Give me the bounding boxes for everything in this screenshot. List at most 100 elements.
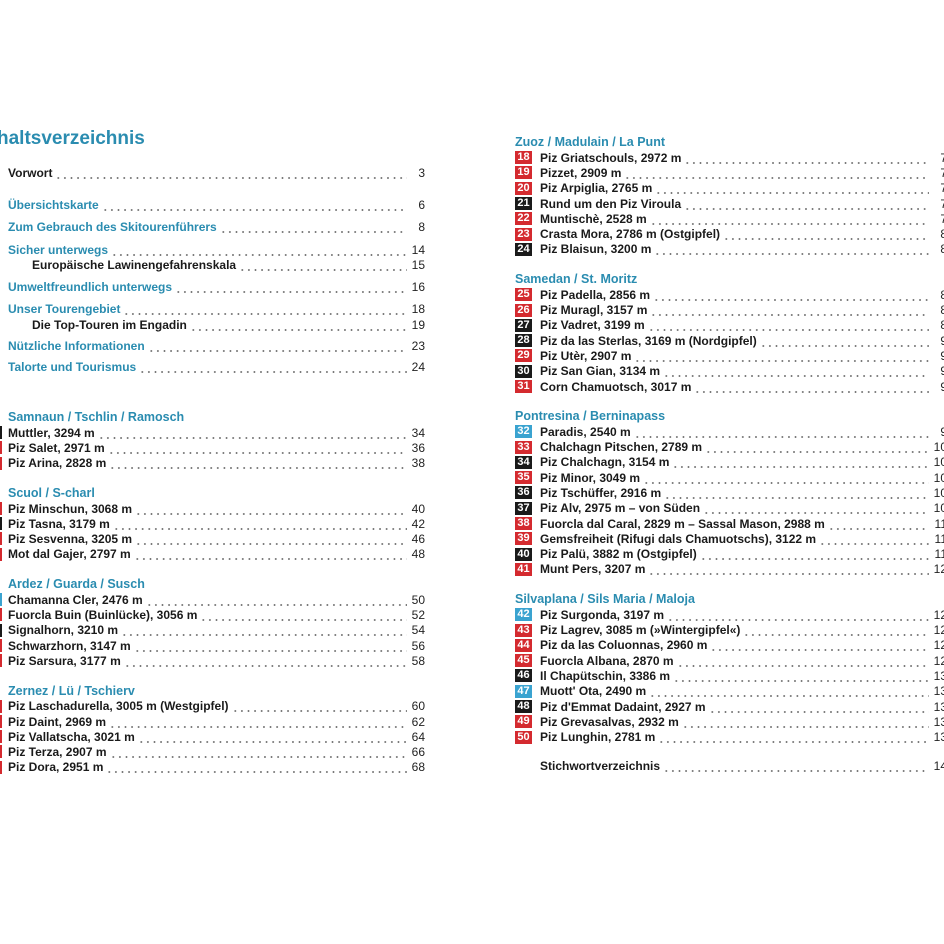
toc-entry[interactable]: Nützliche Informationen 23 xyxy=(8,338,425,353)
dot-leader xyxy=(643,471,929,484)
tour-entry[interactable]: 29 Piz Utèr, 2907 m 9 xyxy=(515,348,944,363)
tour-entry[interactable]: Piz Salet, 2971 m 36 xyxy=(0,440,425,455)
dot-leader xyxy=(699,548,929,561)
section-gap xyxy=(515,394,944,408)
tour-number-badge: 44 xyxy=(515,638,532,652)
toc-entry[interactable]: Vorwort 3 xyxy=(8,165,425,180)
tour-entry[interactable]: Piz Arina, 2828 m 38 xyxy=(0,456,425,471)
tour-entry[interactable]: Muttler, 3294 m 34 xyxy=(0,425,425,440)
tour-entry[interactable]: 37 Piz Alv, 2975 m – von Süden 10 xyxy=(515,501,944,516)
tour-entry[interactable]: Signalhorn, 3210 m 54 xyxy=(0,623,425,638)
entry-label: Muott' Ota, 2490 m xyxy=(540,684,647,699)
entry-label: Fuorcla dal Caral, 2829 m – Sassal Mason… xyxy=(540,516,825,531)
tour-entry[interactable]: Piz Sesvenna, 3205 m 46 xyxy=(0,531,425,547)
tour-entry[interactable]: 42 Piz Surgonda, 3197 m 12 xyxy=(515,607,944,622)
tour-entry[interactable]: 43 Piz Lagrev, 3085 m (»Wintergipfel«) 12 xyxy=(515,622,944,637)
tour-entry[interactable]: Piz Laschadurella, 3005 m (Westgipfel) 60 xyxy=(0,699,425,714)
page-number: 11 xyxy=(934,531,944,546)
tour-entry[interactable]: Chamanna Cler, 2476 m 50 xyxy=(0,592,425,607)
entry-label: Nützliche Informationen xyxy=(8,339,145,354)
tour-entry[interactable]: 41 Munt Pers, 3207 m 12 xyxy=(515,562,944,577)
tour-entry[interactable]: 27 Piz Vadret, 3199 m 8 xyxy=(515,318,944,333)
tour-entry[interactable]: 33 Chalchagn Pitschen, 2789 m 10 xyxy=(515,439,944,454)
entry-label: Rund um den Piz Viroula xyxy=(540,196,682,211)
tour-badge-edge xyxy=(0,608,2,622)
page-number: 14 xyxy=(411,242,425,257)
tour-entry[interactable]: 23 Crasta Mora, 2786 m (Ostgipfel) 8 xyxy=(515,226,944,241)
tour-number-badge: 37 xyxy=(515,501,532,515)
section-gap xyxy=(515,745,944,759)
page-number: 11 xyxy=(934,516,944,531)
tour-entry[interactable]: 21 Rund um den Piz Viroula 7 xyxy=(515,196,944,211)
page-number: 10 xyxy=(933,485,944,500)
tour-entry[interactable]: 48 Piz d'Emmat Dadaint, 2927 m 13 xyxy=(515,699,944,714)
tour-entry[interactable]: 49 Piz Grevasalvas, 2932 m 13 xyxy=(515,714,944,729)
entry-label: Piz Sesvenna, 3205 m xyxy=(8,532,133,547)
dot-leader xyxy=(649,685,929,698)
toc-entry[interactable]: Umweltfreundlich unterwegs 16 xyxy=(8,279,425,294)
tour-entry[interactable]: 45 Fuorcla Albana, 2870 m 12 xyxy=(515,653,944,668)
tour-entry[interactable]: Schwarzhorn, 3147 m 56 xyxy=(0,638,425,653)
tour-entry[interactable]: Piz Tasna, 3179 m 42 xyxy=(0,516,425,531)
region-header: Ardez / Guarda / Susch xyxy=(8,577,145,592)
dot-leader xyxy=(200,609,407,622)
tour-badge-edge xyxy=(0,593,2,607)
toc-entry[interactable]: Europäische Lawinengefahrenskala 15 xyxy=(8,257,425,272)
section-gap xyxy=(515,577,944,591)
entry-label: Piz Vadret, 3199 m xyxy=(540,318,645,333)
page-number: 18 xyxy=(411,302,425,317)
tour-entry[interactable]: 19 Pizzet, 2909 m 7 xyxy=(515,165,944,180)
tour-entry[interactable]: 35 Piz Minor, 3049 m 10 xyxy=(515,470,944,485)
tour-entry[interactable]: 31 Corn Chamuotsch, 3017 m 9 xyxy=(515,379,944,394)
dot-leader xyxy=(663,760,929,773)
toc-entry[interactable]: Sicher unterwegs 14 xyxy=(8,242,425,257)
toc-entry[interactable]: Unser Tourengebiet 18 xyxy=(8,302,425,317)
page-number: 9 xyxy=(940,333,944,348)
entry-label: Piz Sarsura, 3177 m xyxy=(8,653,121,668)
toc-entry[interactable]: Talorte und Tourismus 24 xyxy=(8,360,425,375)
tour-entry[interactable]: 25 Piz Padella, 2856 m 8 xyxy=(515,287,944,302)
tour-entry[interactable]: 18 Piz Griatschouls, 2972 m 7 xyxy=(515,150,944,165)
toc-entry[interactable]: Die Top-Touren im Engadin 19 xyxy=(8,317,425,332)
right-sections: Zuoz / Madulain / La Punt 18 Piz Griatscho… xyxy=(515,134,944,774)
tour-number-badge: 23 xyxy=(515,227,532,241)
toc-entry[interactable]: Zum Gebrauch des Skitourenführers 8 xyxy=(8,220,425,235)
tour-entry[interactable]: Piz Terza, 2907 m 66 xyxy=(0,744,425,759)
tour-entry[interactable]: 28 Piz da las Sterlas, 3169 m (Nordgipfel… xyxy=(515,333,944,348)
index-entry[interactable]: Stichwortverzeichnis 14 xyxy=(515,759,944,774)
entry-label: Crasta Mora, 2786 m (Ostgipfel) xyxy=(540,227,721,242)
tour-number-badge: 27 xyxy=(515,318,532,332)
page-number: 12 xyxy=(933,623,944,638)
page-number: 8 xyxy=(940,303,944,318)
region-header: Silvaplana / Sils Maria / Maloja xyxy=(515,592,695,607)
tour-entry[interactable]: 20 Piz Arpiglia, 2765 m 7 xyxy=(515,181,944,196)
tour-entry[interactable]: Fuorcla Buin (Buinlücke), 3056 m 52 xyxy=(0,607,425,622)
tour-entry[interactable]: Piz Vallatscha, 3021 m 64 xyxy=(0,729,425,744)
tour-entry[interactable]: Mot dal Gajer, 2797 m 48 xyxy=(0,547,425,562)
tour-entry[interactable]: 46 Il Chapütschin, 3386 m 13 xyxy=(515,668,944,683)
tour-entry[interactable]: 39 Gemsfreiheit (Rifugi dals Chamuotschs)… xyxy=(515,531,944,546)
tour-entry[interactable]: 22 Muntischè, 2528 m 7 xyxy=(515,211,944,226)
tour-entry[interactable]: 36 Piz Tschüffer, 2916 m 10 xyxy=(515,485,944,500)
tour-entry[interactable]: 47 Muott' Ota, 2490 m 13 xyxy=(515,684,944,699)
tour-entry[interactable]: 30 Piz San Gian, 3134 m 9 xyxy=(515,364,944,379)
tour-number-badge: 19 xyxy=(515,166,532,180)
tour-entry[interactable]: Piz Minschun, 3068 m 40 xyxy=(0,501,425,516)
tour-entry[interactable]: 26 Piz Muragl, 3157 m 8 xyxy=(515,302,944,317)
tour-entry[interactable]: 34 Piz Chalchagn, 3154 m 10 xyxy=(515,455,944,470)
tour-number-badge: 30 xyxy=(515,364,532,378)
tour-badge-edge xyxy=(0,638,2,652)
dot-leader xyxy=(654,243,929,256)
tour-entry[interactable]: 38 Fuorcla dal Caral, 2829 m – Sassal Mas… xyxy=(515,516,944,531)
tour-entry[interactable]: Piz Dora, 2951 m 68 xyxy=(0,760,425,775)
tour-entry[interactable]: 50 Piz Lunghin, 2781 m 13 xyxy=(515,730,944,745)
toc-entry[interactable]: Übersichtskarte 6 xyxy=(8,197,425,212)
entry-label: Piz Laschadurella, 3005 m (Westgipfel) xyxy=(8,699,229,714)
tour-entry[interactable]: 44 Piz da las Coluonnas, 2960 m 12 xyxy=(515,638,944,653)
entry-label: Piz Arpiglia, 2765 m xyxy=(540,181,653,196)
tour-entry[interactable]: Piz Sarsura, 3177 m 58 xyxy=(0,653,425,668)
tour-entry[interactable]: 24 Piz Blaisun, 3200 m 8 xyxy=(515,242,944,257)
tour-entry[interactable]: 32 Paradis, 2540 m 9 xyxy=(515,424,944,439)
tour-entry[interactable]: Piz Daint, 2969 m 62 xyxy=(0,714,425,729)
tour-entry[interactable]: 40 Piz Palü, 3882 m (Ostgipfel) 11 xyxy=(515,547,944,562)
